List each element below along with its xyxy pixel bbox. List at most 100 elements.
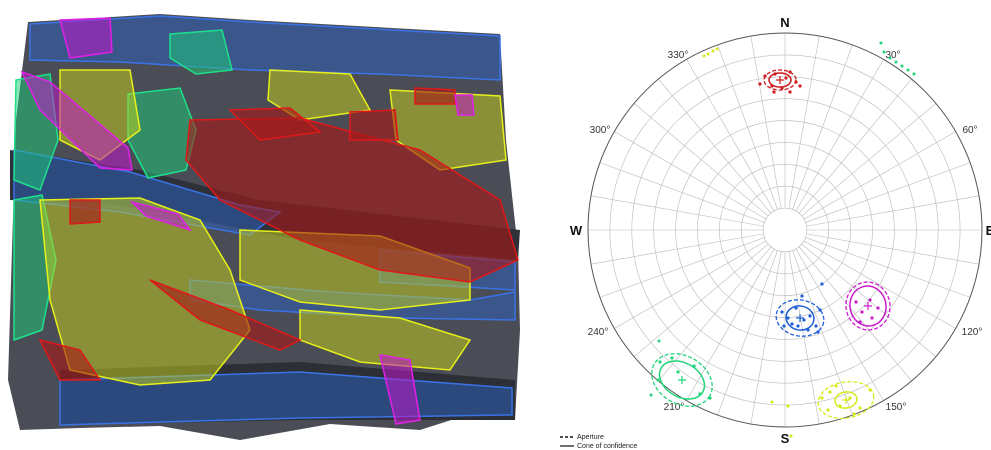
pole-point: [876, 306, 880, 310]
pole-point: [870, 316, 874, 320]
pole-point: [806, 328, 810, 332]
pole-point: [814, 324, 818, 328]
stereonet-grid: [588, 33, 982, 427]
grid-spoke: [798, 246, 912, 382]
red-regions: [38, 87, 519, 381]
pole-point: [706, 52, 710, 56]
aperture-ellipse: [651, 353, 713, 407]
grid-spoke: [658, 78, 772, 214]
grid-spoke: [805, 162, 971, 223]
pole-point: [912, 72, 916, 76]
grid-spoke: [633, 243, 769, 357]
grid-spoke: [717, 44, 778, 210]
pole-point: [649, 393, 653, 397]
pole-point: [826, 408, 830, 412]
pole-point: [790, 322, 794, 326]
azimuth-label-120: 120°: [962, 327, 983, 338]
pole-point: [879, 41, 883, 45]
pole-point: [820, 282, 824, 286]
pole-point: [818, 308, 822, 312]
grid-spoke: [792, 44, 853, 210]
red-set: [758, 69, 802, 94]
magenta-set: [845, 281, 891, 331]
pole-point: [900, 64, 904, 68]
pole-point: [786, 404, 790, 408]
pole-point: [692, 364, 696, 368]
azimuth-label-150: 150°: [886, 402, 907, 413]
yellow-set: [786, 380, 875, 420]
grid-spoke: [590, 195, 764, 227]
pole-point: [854, 300, 858, 304]
confidence-cone: [849, 285, 887, 327]
blue-set: [775, 282, 825, 337]
grid-spoke: [717, 250, 778, 416]
grid-spoke: [633, 103, 769, 217]
pole-point: [816, 330, 820, 334]
grid-spoke: [792, 250, 853, 416]
pole-point: [860, 310, 864, 314]
magenta-regions: [20, 17, 475, 425]
pole-point: [702, 54, 706, 58]
pole-point: [780, 86, 784, 90]
green-set: [651, 353, 713, 407]
aperture-ellipse: [763, 69, 797, 91]
azimuth-label-210: 210°: [664, 402, 685, 413]
azimuth-label-330: 330°: [668, 50, 689, 61]
pole-point: [657, 339, 661, 343]
pole-point: [786, 316, 790, 320]
pole-point: [772, 90, 776, 94]
south-label: S: [781, 431, 790, 446]
pole-point: [802, 318, 806, 322]
confidence-cone: [834, 391, 858, 409]
legend: Aperture Cone of confidence: [560, 434, 637, 450]
pole-point: [796, 324, 800, 328]
pole-point: [711, 49, 715, 53]
pole-point: [708, 396, 712, 400]
pole-point: [788, 90, 792, 94]
grid-spoke: [803, 240, 956, 329]
grid-spoke: [788, 251, 820, 425]
pole-point: [763, 74, 767, 78]
pole-point: [784, 76, 788, 80]
pole-point: [848, 396, 852, 400]
grid-spoke: [801, 103, 937, 217]
pole-point: [852, 412, 856, 416]
pole-point: [715, 47, 719, 51]
mean-pole-marker: [776, 76, 784, 84]
north-label: N: [780, 15, 789, 30]
legend-aperture-label: Aperture: [577, 434, 604, 441]
mean-pole-marker: [864, 302, 872, 310]
outcrop-segmentation-image: [8, 14, 520, 440]
grid-ring: [762, 207, 808, 253]
grid-spoke: [686, 59, 775, 212]
azimuth-label-60: 60°: [962, 125, 977, 136]
pole-point: [773, 72, 777, 76]
confidence-cone: [768, 72, 792, 88]
pole-point: [656, 378, 660, 382]
pole-point: [894, 60, 898, 64]
pole-point: [658, 360, 662, 364]
pole-point: [670, 356, 674, 360]
grid-spoke: [806, 233, 980, 265]
grid-spoke: [805, 237, 971, 298]
grid-spoke: [599, 162, 765, 223]
grid-spoke: [614, 131, 767, 220]
pole-point: [858, 320, 862, 324]
mean-pole-marker: [678, 376, 686, 384]
pole-point: [838, 404, 842, 408]
aperture-ellipse: [817, 380, 875, 420]
mean-pole-marker: [796, 314, 804, 322]
pole-point: [828, 390, 832, 394]
pole-point: [676, 370, 680, 374]
west-label: W: [570, 223, 583, 238]
grid-spoke: [788, 35, 820, 209]
primitive-circle: [587, 32, 983, 428]
aperture-ellipse: [845, 281, 891, 331]
confidence-cone: [658, 360, 706, 400]
pole-point: [882, 50, 886, 54]
grid-spoke: [803, 131, 956, 220]
confidence-cone: [785, 305, 815, 331]
pole-point: [800, 294, 804, 298]
grid-spoke: [599, 237, 765, 298]
grid-spoke: [795, 59, 884, 212]
